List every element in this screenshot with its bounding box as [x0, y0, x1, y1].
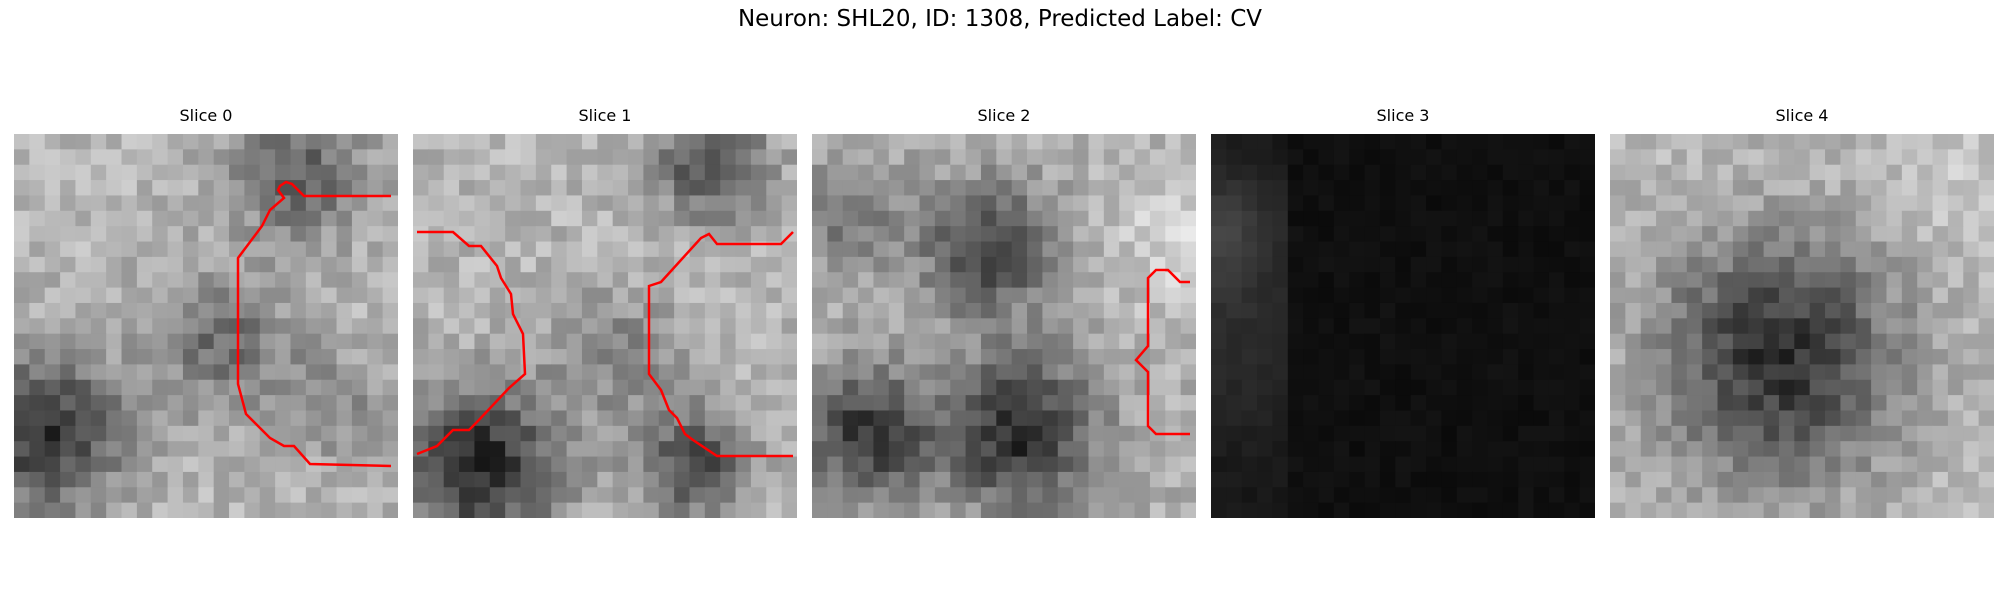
slice-title-2: Slice 2	[977, 106, 1031, 125]
contour-0	[236, 180, 392, 468]
slice-title-0: Slice 0	[179, 106, 233, 125]
slice-image-4	[1610, 134, 1994, 518]
figure-title: Neuron: SHL20, ID: 1308, Predicted Label…	[737, 6, 1263, 32]
slice-image-3	[1211, 134, 1595, 518]
contour-1-left	[416, 230, 527, 456]
slice-title-3: Slice 3	[1376, 106, 1430, 125]
slice-title-1: Slice 1	[578, 106, 632, 125]
slice-image-1	[413, 134, 797, 518]
slice-image-2	[812, 134, 1196, 518]
contour-2	[1134, 268, 1190, 436]
slice-image-0	[14, 134, 398, 518]
slice-title-4: Slice 4	[1775, 106, 1829, 125]
contour-1-right	[647, 231, 794, 458]
